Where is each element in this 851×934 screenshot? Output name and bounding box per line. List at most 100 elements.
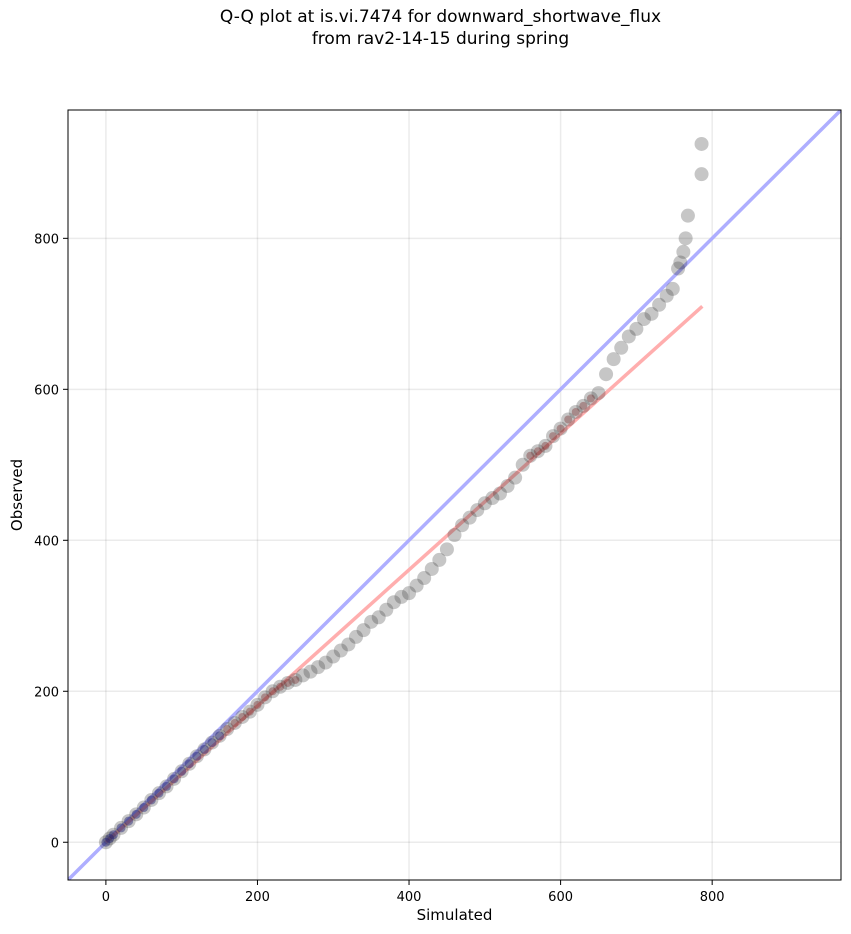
y-tick-label: 0 — [51, 836, 59, 851]
data-point — [636, 312, 651, 327]
data-point — [583, 391, 598, 406]
data-point — [576, 398, 591, 413]
data-point — [174, 764, 189, 779]
data-point — [189, 749, 204, 764]
x-tick-label: 0 — [102, 890, 110, 905]
data-point — [318, 655, 333, 670]
one-to-one-line — [68, 110, 841, 880]
data-point — [485, 491, 500, 506]
y-tick-label: 200 — [34, 685, 59, 700]
data-point-overlay — [276, 682, 285, 691]
data-point — [538, 438, 553, 453]
data-point-overlay — [238, 712, 247, 721]
data-point — [546, 429, 561, 444]
data-point-overlay — [177, 766, 187, 776]
data-point-overlay — [207, 738, 217, 748]
data-point — [235, 709, 250, 724]
plot-area — [68, 110, 841, 880]
data-point — [258, 690, 273, 705]
data-point — [295, 668, 310, 683]
data-point — [455, 518, 470, 533]
data-point — [424, 561, 439, 576]
data-point — [144, 792, 159, 807]
y-tick-label: 400 — [34, 534, 59, 549]
data-point-overlay — [199, 744, 209, 754]
data-point — [212, 728, 227, 743]
data-point — [629, 321, 644, 336]
x-tick-label: 400 — [397, 890, 422, 905]
data-point-overlay — [283, 678, 292, 687]
data-point — [432, 552, 447, 567]
data-point — [167, 771, 182, 786]
data-point — [114, 820, 129, 835]
data-point — [303, 664, 318, 679]
data-point — [102, 831, 117, 846]
data-point-overlay — [261, 693, 270, 702]
data-point-overlay — [253, 700, 262, 709]
data-point-overlay — [124, 816, 134, 826]
data-point — [447, 528, 462, 543]
data-point-overlay — [162, 781, 172, 791]
data-point-overlay — [184, 759, 194, 769]
data-point — [364, 614, 379, 629]
x-tick-label: 200 — [245, 890, 270, 905]
data-point — [492, 486, 507, 501]
data-point-overlay — [291, 675, 300, 684]
data-point — [515, 457, 530, 472]
data-point — [379, 602, 394, 617]
data-point-overlay — [169, 774, 179, 784]
data-point-overlay — [146, 795, 156, 805]
data-point — [220, 722, 235, 737]
data-point-overlay — [154, 788, 164, 798]
data-point — [311, 660, 326, 675]
y-tick-label: 600 — [34, 383, 59, 398]
data-point — [606, 352, 621, 367]
data-point — [402, 586, 417, 601]
data-point — [182, 756, 197, 771]
data-point — [561, 412, 576, 427]
data-point — [386, 595, 401, 610]
data-point — [553, 421, 568, 436]
data-point — [659, 288, 674, 303]
data-point — [242, 704, 257, 719]
data-point — [121, 814, 136, 829]
data-point — [333, 643, 348, 658]
data-point — [151, 786, 166, 801]
data-point — [599, 367, 614, 382]
data-point — [106, 827, 121, 842]
data-point — [98, 835, 113, 850]
data-point-overlay — [230, 718, 239, 727]
data-point — [250, 697, 265, 712]
x-axis-label: Simulated — [417, 906, 493, 924]
y-tick-label: 800 — [34, 232, 59, 247]
data-point-overlay — [223, 725, 232, 734]
data-point — [197, 742, 212, 757]
data-point-overlay — [549, 432, 558, 441]
x-tick-label: 600 — [548, 890, 573, 905]
data-point — [676, 244, 691, 259]
data-point — [508, 470, 523, 485]
data-point — [644, 306, 659, 321]
data-point-overlay — [116, 823, 126, 833]
data-point — [273, 679, 288, 694]
data-point — [523, 448, 538, 463]
data-point-overlay — [533, 447, 542, 456]
y-axis-label: Observed — [8, 459, 26, 531]
data-point — [470, 503, 485, 518]
data-point — [680, 208, 695, 223]
data-point — [326, 649, 341, 664]
data-point — [159, 779, 174, 794]
data-point-overlay — [215, 731, 225, 741]
data-point-overlay — [564, 415, 573, 424]
data-point — [673, 255, 688, 270]
axes-frame — [67, 109, 842, 881]
data-point — [530, 444, 545, 459]
data-point-overlay — [105, 833, 115, 843]
data-point — [694, 136, 709, 151]
chart-title: Q-Q plot at is.vi.7474 for downward_shor… — [219, 7, 662, 49]
data-point-overlay — [245, 707, 254, 716]
data-point — [288, 672, 303, 687]
data-point-overlay — [101, 837, 111, 847]
